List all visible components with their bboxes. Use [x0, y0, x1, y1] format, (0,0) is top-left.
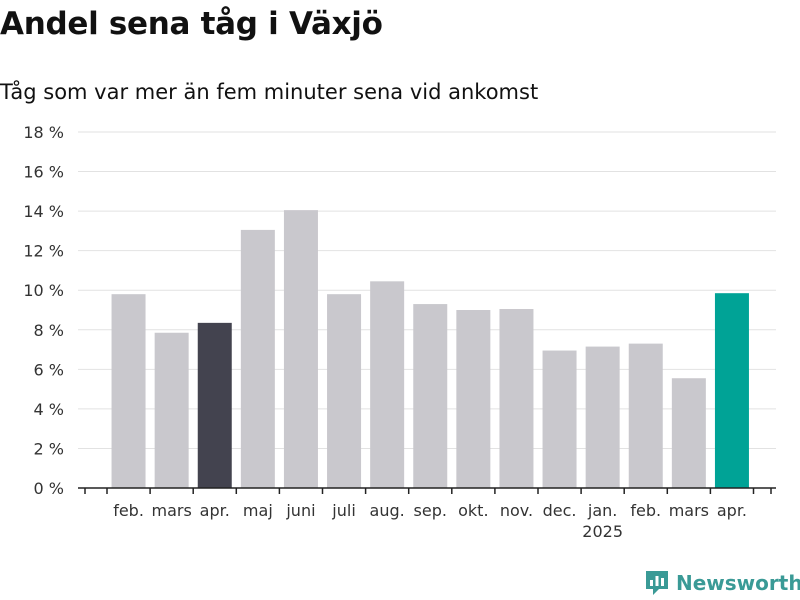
y-tick-label: 6 %	[34, 360, 64, 379]
x-tick-labels: feb. mars apr. maj juni juli aug. sep. okt. nov. d…	[113, 501, 747, 541]
x-tick-label: juni	[285, 501, 315, 520]
bar	[671, 378, 706, 488]
bar	[714, 293, 749, 488]
y-tick-label: 18 %	[23, 123, 64, 142]
brand-name: Newsworthy	[676, 571, 800, 595]
y-tick-label: 10 %	[23, 281, 64, 300]
x-tick-label: feb.	[113, 501, 144, 520]
bar-chart-logo-icon	[646, 571, 668, 595]
y-tick-label: 4 %	[34, 400, 64, 419]
bars	[111, 210, 749, 488]
x-tick-label: nov.	[500, 501, 533, 520]
x-tick-label: dec.	[543, 501, 577, 520]
bar	[154, 332, 189, 488]
bar	[327, 294, 362, 488]
x-tick-label: sep.	[414, 501, 447, 520]
bar	[370, 281, 405, 488]
bar	[585, 346, 620, 488]
bar	[283, 210, 318, 488]
bar	[197, 322, 232, 488]
y-tick-label: 12 %	[23, 242, 64, 261]
chart-subtitle: Tåg som var mer än fem minuter sena vid …	[0, 80, 539, 104]
bar	[499, 309, 534, 488]
y-tick-label: 16 %	[23, 163, 64, 182]
y-tick-label: 0 %	[34, 479, 64, 498]
x-tick-label: maj	[243, 501, 273, 520]
x-tick-label: juli	[331, 501, 355, 520]
x-axis	[78, 487, 776, 494]
bar	[542, 350, 577, 488]
x-year-label: 2025	[582, 522, 623, 541]
bar	[456, 310, 491, 488]
chart-title: Andel sena tåg i Växjö	[0, 6, 383, 42]
bar	[240, 229, 275, 488]
newsworthy-logo: Newsworthy	[644, 569, 800, 597]
x-tick-label: mars	[151, 501, 191, 520]
bar	[413, 304, 448, 488]
y-tick-label: 2 %	[34, 439, 64, 458]
x-tick-label: mars	[669, 501, 709, 520]
bar	[628, 343, 663, 488]
x-tick-label: jan.	[587, 501, 617, 520]
y-tick-label: 8 %	[34, 321, 64, 340]
bar	[111, 294, 146, 488]
x-tick-label: apr.	[717, 501, 747, 520]
x-tick-label: aug.	[370, 501, 405, 520]
y-tick-label: 14 %	[23, 202, 64, 221]
x-tick-label: feb.	[630, 501, 661, 520]
x-tick-label: okt.	[458, 501, 488, 520]
x-tick-label: apr.	[200, 501, 230, 520]
bar-chart: 0 % 2 % 4 % 6 % 8 % 10 % 12 % 14 % 16 % 18 % feb.…	[23, 123, 776, 541]
y-tick-labels: 0 % 2 % 4 % 6 % 8 % 10 % 12 % 14 % 16 % 18 %	[23, 123, 64, 498]
